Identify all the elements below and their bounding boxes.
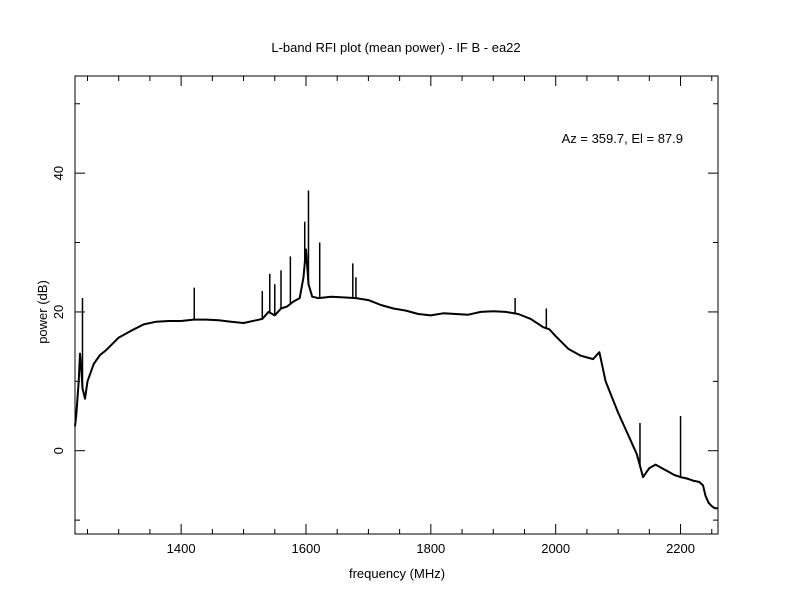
x-axis-label: frequency (MHz) bbox=[349, 566, 445, 581]
x-tick-label: 1800 bbox=[416, 541, 445, 556]
az-el-annotation: Az = 359.7, El = 87.9 bbox=[562, 131, 683, 146]
y-tick-label: 20 bbox=[51, 305, 66, 319]
x-tick-label: 1400 bbox=[167, 541, 196, 556]
x-tick-label: 2200 bbox=[666, 541, 695, 556]
x-tick-label: 1600 bbox=[292, 541, 321, 556]
data-series bbox=[74, 190, 718, 510]
x-tick-label: 2000 bbox=[541, 541, 570, 556]
axis-ticks: 1400 1600 1800 2000 2200 0 20 40 bbox=[51, 76, 718, 556]
plot-frame bbox=[74, 75, 719, 535]
y-tick-label: 40 bbox=[51, 166, 66, 180]
y-tick-label: 0 bbox=[51, 447, 66, 454]
chart-title: L-band RFI plot (mean power) - IF B - ea… bbox=[271, 40, 520, 55]
y-axis-label: power (dB) bbox=[35, 280, 50, 344]
spectrum-line bbox=[74, 248, 718, 510]
